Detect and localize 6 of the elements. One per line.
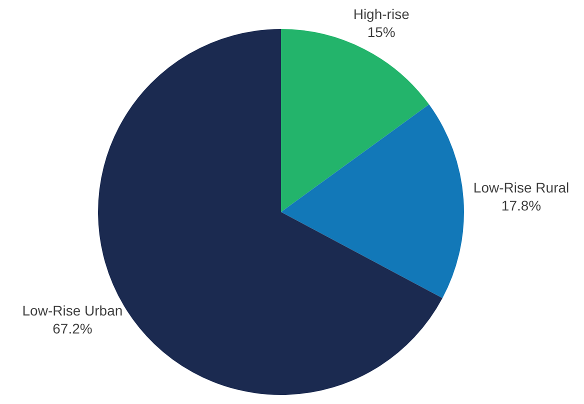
slice-label: High-rise: [353, 6, 410, 22]
data-label: 17.8%: [501, 197, 542, 214]
data-label: 15%: [367, 24, 396, 40]
slice-label: Low-Rise Rural: [473, 179, 570, 196]
data-label: 67.2%: [52, 320, 92, 336]
slice-label: Low-Rise Urban: [22, 302, 123, 318]
